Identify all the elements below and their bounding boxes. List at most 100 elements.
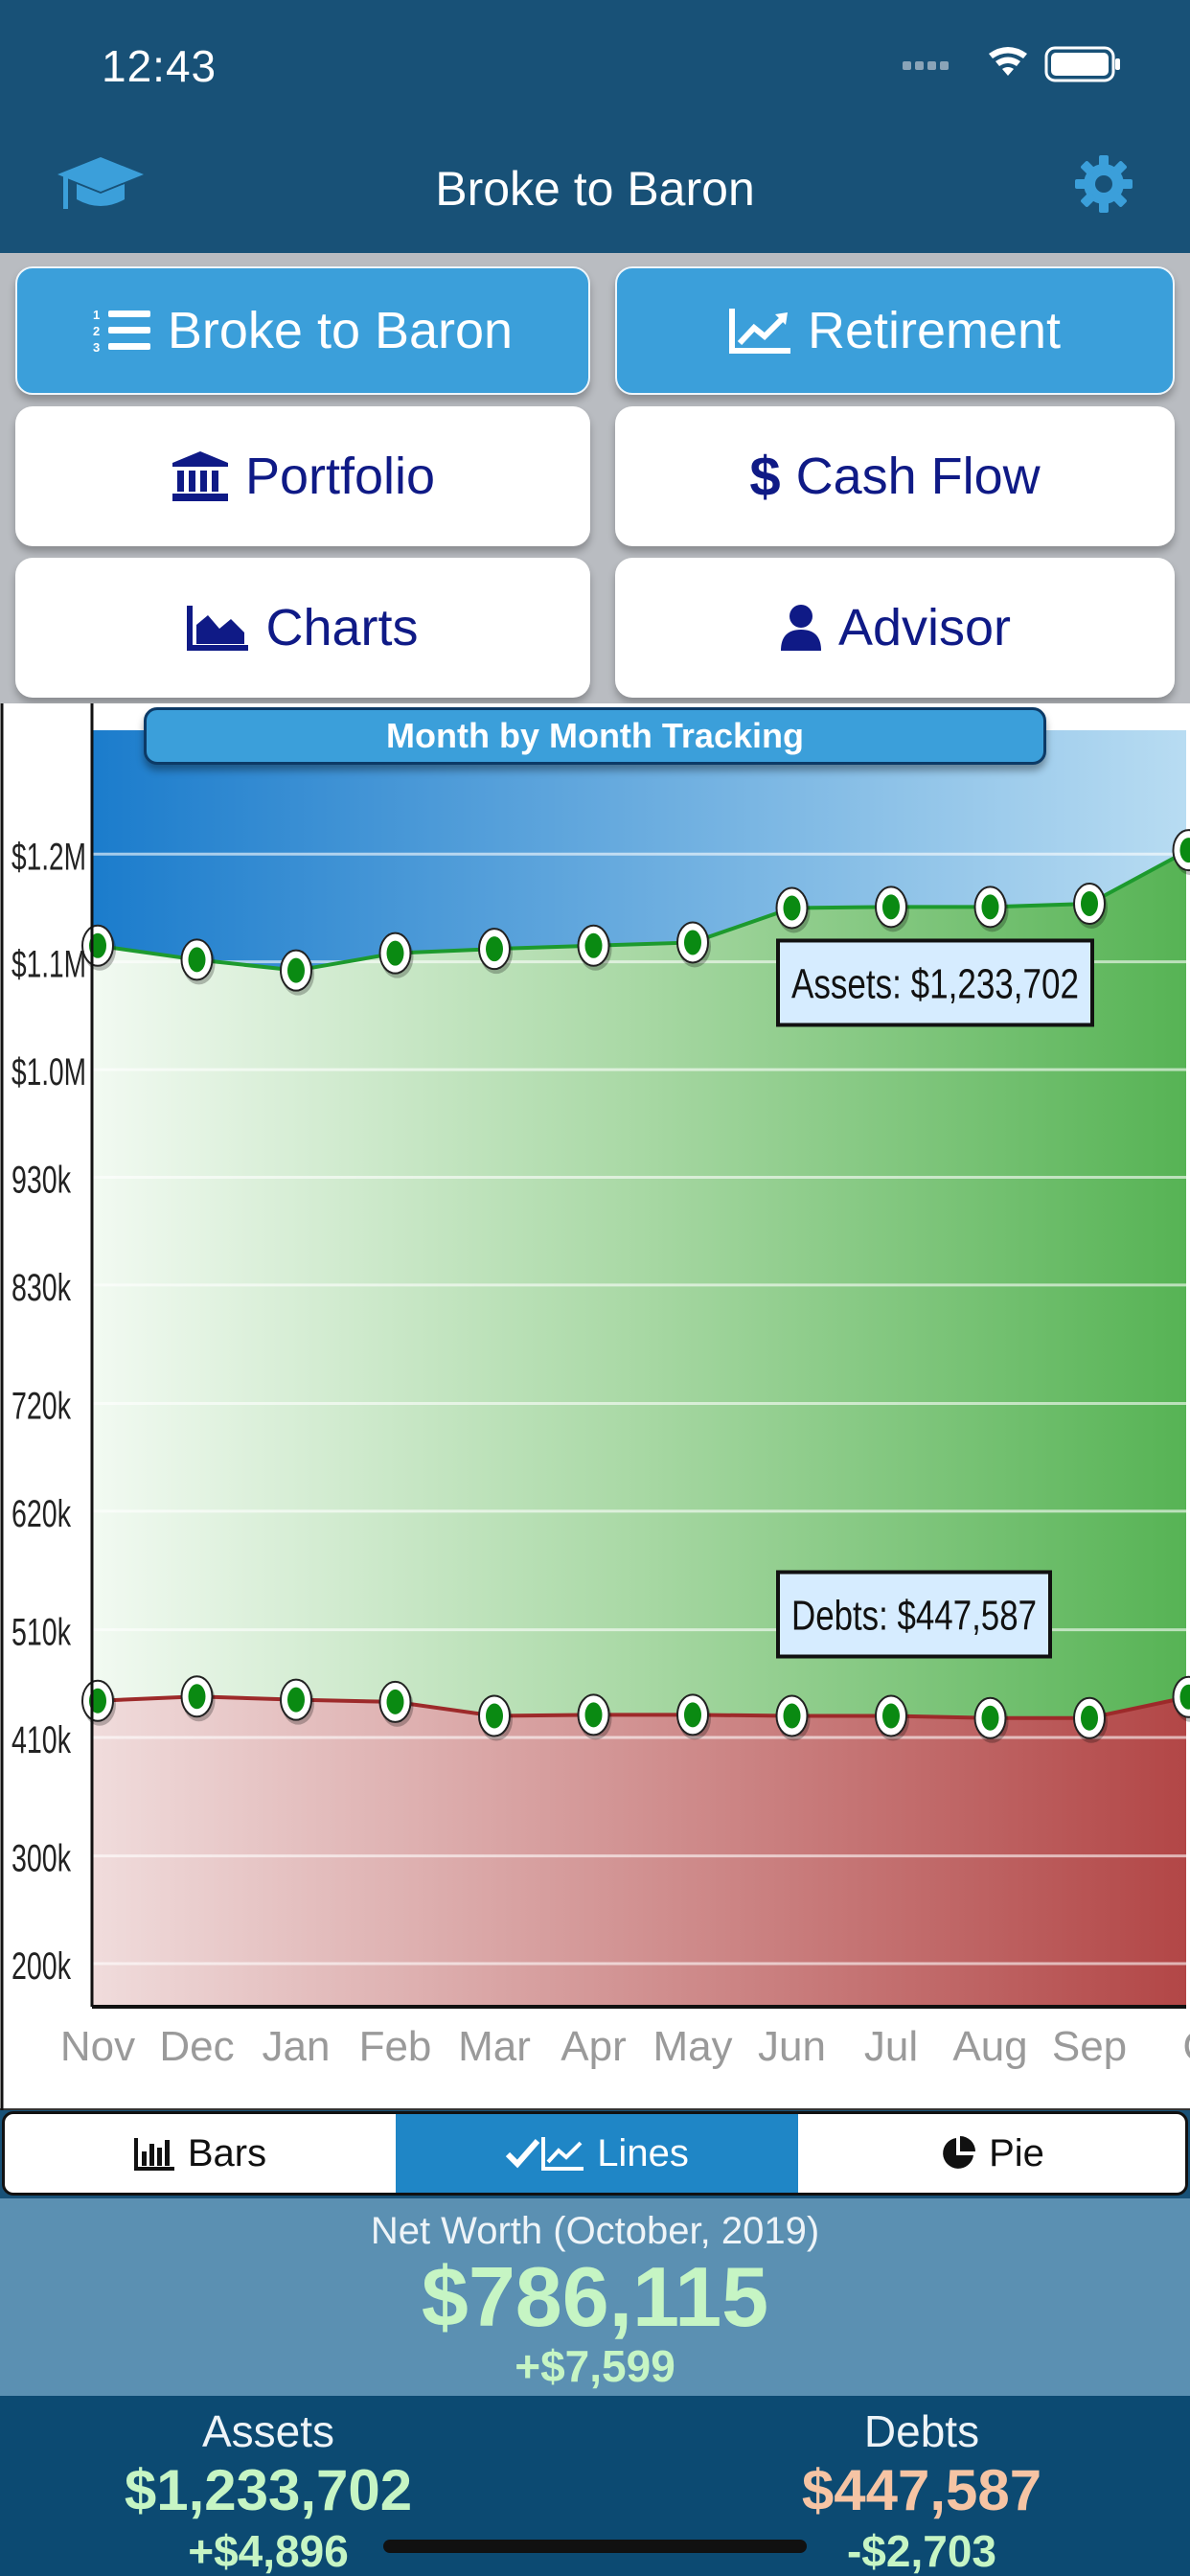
user-icon (779, 603, 823, 653)
x-tick-label: Feb (359, 2023, 432, 2070)
x-tick-label: O (1183, 2023, 1190, 2070)
x-tick-label: Mar (458, 2023, 531, 2070)
bar-chart-icon (133, 2138, 174, 2171)
svg-text:2: 2 (93, 324, 100, 338)
point-core (684, 930, 701, 955)
portfolio-label: Portfolio (244, 448, 436, 505)
y-tick-label: 410k (11, 1719, 72, 1761)
check-line-chart-icon (506, 2137, 584, 2171)
chart-area: Assets: $1,233,702 Debts: $447,587 200k 30… (0, 703, 1190, 2110)
retirement-label: Retirement (807, 302, 1062, 359)
annotation-text: Assets: $1,233,702 (791, 960, 1079, 1007)
point-core (386, 1689, 404, 1714)
assets-line (97, 848, 1190, 973)
point-core (783, 1703, 801, 1729)
wifi-icon (989, 47, 1027, 76)
charts-button[interactable]: Charts (15, 558, 590, 698)
line-chart-icon (728, 307, 792, 355)
x-tick-label: Jan (263, 2023, 331, 2070)
cash-flow-button[interactable]: $ Cash Flow (615, 406, 1175, 546)
x-tick-label: Aug (952, 2023, 1027, 2070)
x-tick-label: Nov (60, 2023, 135, 2070)
point-core (486, 936, 503, 962)
advisor-label: Advisor (837, 599, 1012, 656)
signal-icon (903, 61, 949, 70)
segment-pie[interactable]: Pie (798, 2114, 1185, 2193)
debts-change: -$2,703 (846, 2526, 996, 2576)
debts-summary[interactable]: Debts $447,587 -$2,703 (653, 2396, 1190, 2576)
point-core (188, 947, 206, 973)
point-core (1081, 890, 1098, 916)
segment-lines-label: Lines (597, 2131, 689, 2174)
status-icons (903, 46, 1120, 82)
assets-annotation: Assets: $1,233,702 (776, 938, 1094, 1027)
x-tick-label: Dec (159, 2023, 234, 2070)
cash-flow-label: Cash Flow (795, 448, 1041, 505)
point-core (1179, 838, 1190, 863)
x-tick-label: Sep (1052, 2023, 1127, 2070)
y-tick-label: $1.2M (11, 836, 86, 878)
line-chart: Assets: $1,233,702 Debts: $447,587 200k 30… (0, 703, 1190, 2110)
area-chart-icon (187, 604, 250, 652)
debts-label: Debts (863, 2406, 980, 2456)
debts-value: $447,587 (801, 2458, 1042, 2522)
gear-icon[interactable] (1073, 153, 1134, 215)
x-tick-label: May (652, 2023, 732, 2070)
y-tick-label: $1.0M (11, 1051, 86, 1093)
net-worth-panel: Net Worth (October, 2019) $786,115 +$7,5… (0, 2198, 1190, 2396)
svg-text:3: 3 (93, 340, 100, 355)
y-tick-label: 930k (11, 1159, 72, 1201)
annotation-text: Debts: $447,587 (791, 1593, 1037, 1640)
y-tick-label: 510k (11, 1612, 72, 1654)
x-tick-label: Jul (864, 2023, 918, 2070)
chart-type-segmented-control: Bars Lines Pie (2, 2111, 1188, 2196)
svg-text:1: 1 (93, 308, 100, 322)
y-tick-label: 200k (11, 1945, 72, 1988)
advisor-button[interactable]: Advisor (615, 558, 1175, 698)
net-worth-label: Net Worth (October, 2019) (370, 2210, 820, 2252)
point-core (981, 894, 999, 920)
broke-to-baron-button[interactable]: 1 2 3 Broke to Baron (15, 266, 590, 395)
point-core (1081, 1705, 1098, 1731)
annotation-box (776, 938, 1094, 1027)
assets-change: +$4,896 (188, 2526, 349, 2576)
x-tick-label: Jun (758, 2023, 826, 2070)
segment-bars[interactable]: Bars (5, 2114, 396, 2193)
bank-icon (171, 449, 230, 503)
assets-label: Assets (201, 2406, 335, 2456)
point-core (684, 1702, 701, 1728)
point-core (882, 894, 900, 920)
segment-bars-label: Bars (187, 2131, 267, 2174)
point-core (386, 940, 404, 966)
point-core (486, 1703, 503, 1729)
assets-summary[interactable]: Assets $1,233,702 +$4,896 (0, 2396, 537, 2576)
numbered-list-icon: 1 2 3 (93, 307, 152, 355)
segment-lines[interactable]: Lines (396, 2114, 798, 2193)
segment-pie-label: Pie (989, 2131, 1044, 2174)
y-tick-label: 620k (11, 1493, 72, 1535)
nav-title: Broke to Baron (435, 162, 755, 216)
point-core (584, 932, 603, 958)
dollar-icon: $ (749, 445, 781, 508)
annotation-box (776, 1570, 1052, 1659)
point-core (882, 1703, 900, 1729)
net-worth-value: $786,115 (421, 2249, 769, 2344)
assets-value: $1,233,702 (124, 2458, 413, 2522)
point-core (1179, 1684, 1190, 1710)
broke-to-baron-label: Broke to Baron (167, 302, 514, 359)
chart-title: Month by Month Tracking (144, 707, 1046, 765)
point-core (188, 1684, 206, 1710)
charts-label: Charts (265, 599, 419, 656)
graduation-cap-icon[interactable] (56, 155, 146, 215)
x-tick-label: Apr (561, 2023, 626, 2070)
pie-chart-icon (943, 2136, 976, 2169)
y-tick-label: 720k (11, 1386, 72, 1428)
home-indicator (383, 2540, 807, 2553)
y-tick-label: 830k (11, 1267, 72, 1309)
battery-icon (1044, 46, 1120, 82)
portfolio-button[interactable]: Portfolio (15, 406, 590, 546)
retirement-button[interactable]: Retirement (615, 266, 1175, 395)
net-worth-change: +$7,599 (515, 2341, 675, 2391)
